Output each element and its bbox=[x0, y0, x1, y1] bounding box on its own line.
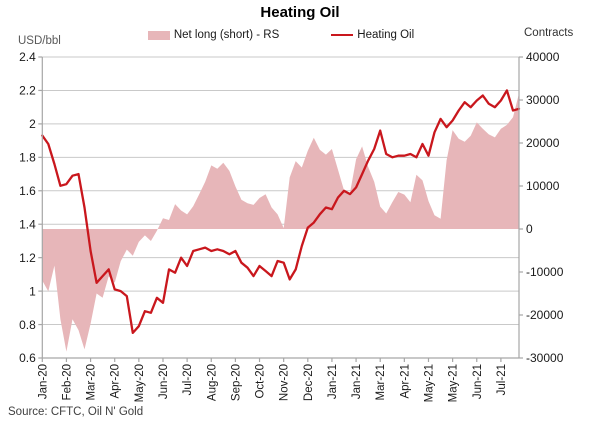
chart-legend: Net long (short) - RS Heating Oil bbox=[42, 29, 520, 41]
left-axis-tick-label: 1.4 bbox=[19, 217, 36, 231]
line-swatch-icon bbox=[331, 33, 354, 37]
x-axis-tick-label: Jan-21 bbox=[327, 364, 339, 399]
legend-label-heating-oil: Heating Oil bbox=[357, 29, 415, 41]
x-axis-tick-label: Apr-20 bbox=[110, 364, 122, 399]
right-axis-tick-label: 0 bbox=[526, 222, 533, 236]
right-axis-tick-label: -30000 bbox=[526, 351, 564, 365]
left-axis-tick-label: 1.8 bbox=[19, 151, 36, 165]
heating-oil-line-series bbox=[41, 89, 521, 335]
x-axis-tick-label: Jun-20 bbox=[158, 364, 170, 399]
left-axis-tick-label: 2.4 bbox=[19, 50, 36, 64]
legend-label-net-long: Net long (short) - RS bbox=[173, 29, 280, 41]
x-axis-tick-label: Aug-20 bbox=[206, 364, 218, 401]
chart-plot: 2.4 2.2 2 1.8 1.6 1.4 1.2 1 0.8 0.6 40000 30000 2000… bbox=[19, 50, 564, 402]
x-axis-tick-label: Mar-21 bbox=[375, 364, 387, 400]
x-axis-tick-label: Jan-20 bbox=[37, 364, 49, 399]
source-note: Source: CFTC, Oil N' Gold bbox=[8, 406, 144, 418]
x-axis-tick-label: Nov-20 bbox=[279, 364, 291, 401]
x-axis-tick-label: Oct-20 bbox=[255, 364, 267, 399]
x-axis-tick-label: Sep-20 bbox=[230, 364, 242, 401]
area-swatch-icon bbox=[147, 30, 170, 40]
x-axis-tick-label: May-21 bbox=[423, 364, 435, 402]
x-axis-tick-label: May-21 bbox=[448, 364, 460, 402]
right-axis-tick-label: 10000 bbox=[526, 179, 560, 193]
right-axis-tick-label: 40000 bbox=[526, 50, 560, 64]
x-axis-tick-label: Feb-20 bbox=[61, 364, 73, 400]
right-axis-tick-label: 20000 bbox=[526, 136, 560, 150]
left-axis-unit-label: USD/bbl bbox=[18, 35, 61, 47]
left-axis-tick-label: 0.8 bbox=[19, 318, 36, 332]
right-axis-tick-label: -20000 bbox=[526, 308, 564, 322]
right-axis-unit-label: Contracts bbox=[524, 27, 574, 39]
x-axis-tick-label: Jul-20 bbox=[182, 364, 194, 395]
left-axis-tick-label: 1.6 bbox=[19, 184, 36, 198]
x-axis-tick-label: Jun-21 bbox=[472, 364, 484, 399]
x-axis-tick-label: May-20 bbox=[134, 364, 146, 402]
legend-item-heating-oil: Heating Oil bbox=[331, 29, 414, 41]
x-axis-tick-label: Jan-21 bbox=[351, 364, 363, 399]
left-axis-tick-label: 1.2 bbox=[19, 251, 36, 265]
legend-item-net-long: Net long (short) - RS bbox=[147, 29, 280, 41]
left-axis-tick-label: 0.6 bbox=[19, 351, 36, 365]
x-axis-tick-label: Mar-20 bbox=[86, 364, 98, 400]
chart-title: Heating Oil bbox=[260, 4, 340, 21]
x-axis-tick-label: Dec-20 bbox=[303, 364, 315, 401]
x-axis-tick-label: Apr-21 bbox=[399, 364, 411, 399]
left-axis-tick-label: 1 bbox=[29, 284, 36, 298]
net-long-area-series bbox=[42, 93, 520, 352]
x-axis-tick-label: Jul-21 bbox=[496, 364, 508, 395]
right-axis-tick-label: 30000 bbox=[526, 93, 560, 107]
right-axis-tick-label: -10000 bbox=[526, 265, 564, 279]
left-axis-tick-label: 2.2 bbox=[19, 84, 36, 98]
left-axis-tick-label: 2 bbox=[29, 117, 36, 131]
